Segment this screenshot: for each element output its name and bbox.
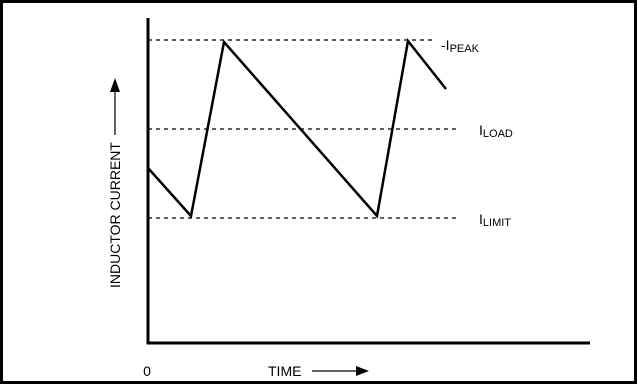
y-axis-label: INDUCTOR CURRENT (107, 142, 123, 288)
origin-label: 0 (143, 363, 151, 379)
limit-label: ILIMIT (479, 211, 511, 229)
x-axis-arrow-icon (356, 366, 369, 376)
inductor-current-waveform (147, 38, 447, 219)
peak-label: -IPEAK (441, 37, 480, 55)
y-axis-arrow-icon (110, 78, 120, 92)
load-label: ILOAD (479, 122, 513, 140)
x-axis-label: TIME (268, 363, 301, 379)
